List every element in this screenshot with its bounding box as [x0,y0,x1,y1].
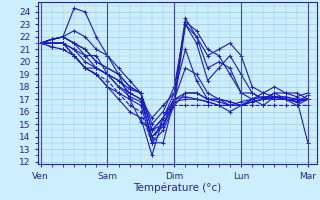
X-axis label: Température (°c): Température (°c) [133,182,222,193]
